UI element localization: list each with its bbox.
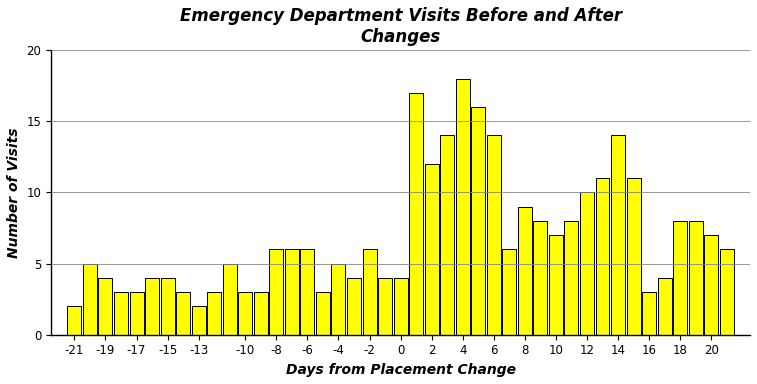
Bar [720, 249, 734, 335]
Bar [425, 164, 438, 335]
Bar [223, 263, 237, 335]
Bar [596, 178, 609, 335]
Bar [487, 136, 501, 335]
Bar [534, 221, 547, 335]
X-axis label: Days from Placement Change: Days from Placement Change [285, 363, 516, 377]
Bar [518, 207, 532, 335]
Bar [394, 278, 407, 335]
Bar [440, 136, 454, 335]
Bar [503, 249, 516, 335]
Bar [472, 107, 485, 335]
Bar [347, 278, 361, 335]
Title: Emergency Department Visits Before and After
Changes: Emergency Department Visits Before and A… [179, 7, 621, 46]
Bar [580, 192, 594, 335]
Bar [83, 263, 97, 335]
Bar [627, 178, 640, 335]
Y-axis label: Number of Visits: Number of Visits [7, 127, 21, 258]
Bar [409, 93, 423, 335]
Bar [238, 292, 252, 335]
Bar [301, 249, 314, 335]
Bar [332, 263, 345, 335]
Bar [129, 292, 144, 335]
Bar [145, 278, 159, 335]
Bar [176, 292, 190, 335]
Bar [316, 292, 330, 335]
Bar [67, 306, 82, 335]
Bar [456, 79, 469, 335]
Bar [658, 278, 671, 335]
Bar [98, 278, 113, 335]
Bar [363, 249, 376, 335]
Bar [704, 235, 718, 335]
Bar [269, 249, 283, 335]
Bar [642, 292, 656, 335]
Bar [689, 221, 702, 335]
Bar [549, 235, 563, 335]
Bar [673, 221, 687, 335]
Bar [114, 292, 128, 335]
Bar [160, 278, 175, 335]
Bar [254, 292, 268, 335]
Bar [611, 136, 625, 335]
Bar [207, 292, 221, 335]
Bar [378, 278, 392, 335]
Bar [192, 306, 206, 335]
Bar [565, 221, 578, 335]
Bar [285, 249, 299, 335]
